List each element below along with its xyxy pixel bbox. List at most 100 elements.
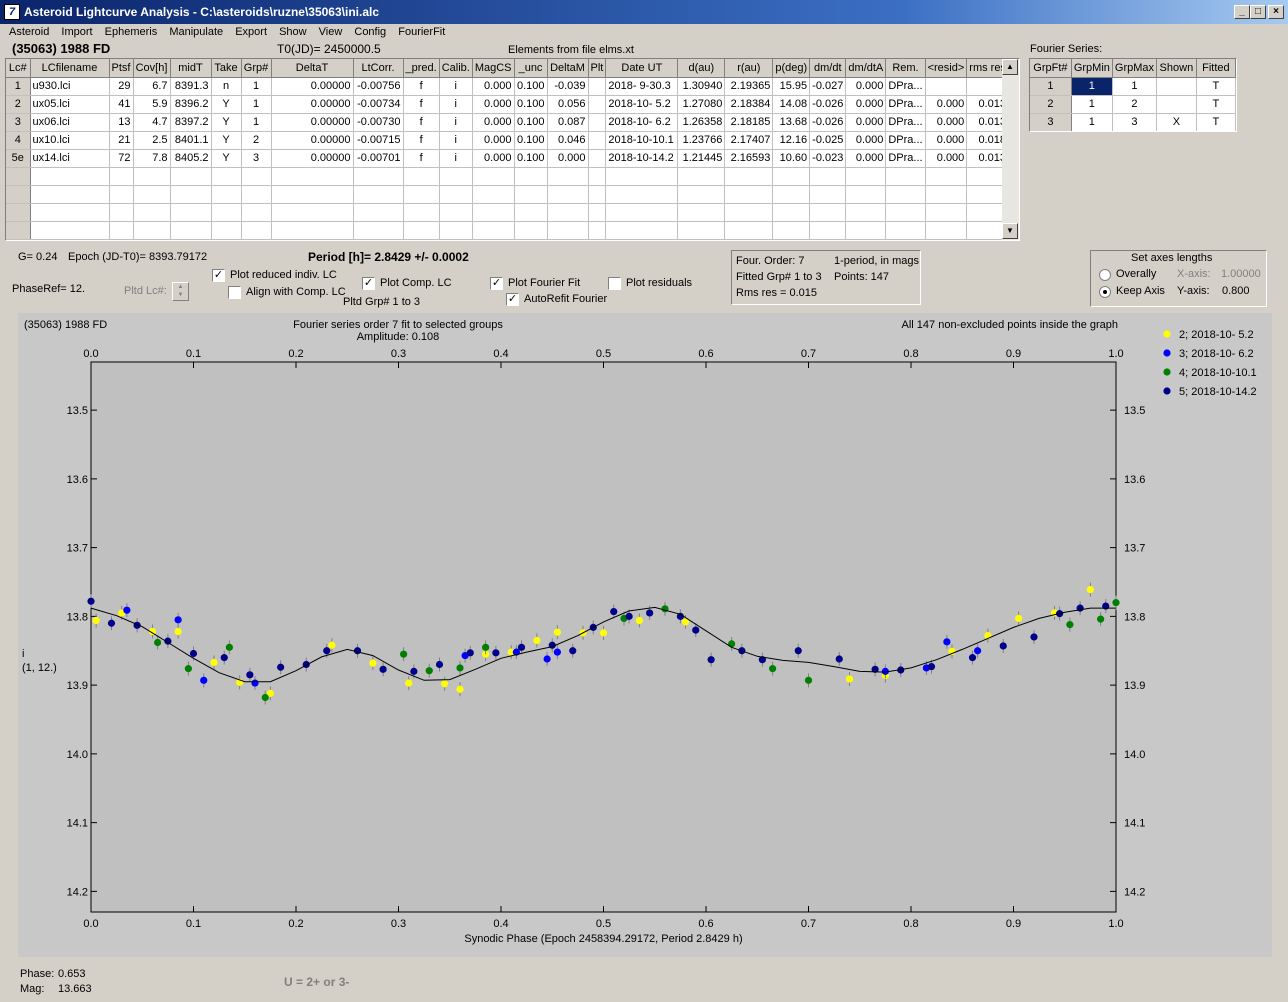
- table-cell[interactable]: -0.027: [809, 77, 847, 96]
- table-cell[interactable]: [472, 167, 515, 186]
- align-comp-checkbox[interactable]: [228, 286, 241, 299]
- table-cell[interactable]: [677, 167, 726, 186]
- table-cell[interactable]: [241, 185, 272, 204]
- menu-show[interactable]: Show: [279, 26, 307, 38]
- table-cell[interactable]: n: [211, 77, 242, 96]
- table-cell[interactable]: 1.21445: [677, 149, 726, 168]
- y-axis-value[interactable]: 0.800: [1222, 285, 1250, 297]
- table-cell[interactable]: 2.18384: [724, 95, 774, 114]
- scroll-up-button[interactable]: ▲: [1002, 59, 1018, 75]
- table-cell[interactable]: 0.000: [925, 149, 968, 168]
- table-cell[interactable]: [677, 185, 726, 204]
- table-cell[interactable]: 0.000: [472, 95, 515, 114]
- table-cell[interactable]: 0.100: [514, 95, 548, 114]
- table-row[interactable]: 4 ux10.lci 21 2.5 8401.1 Y 2 0.00000 -0.00715 f i 0…: [6, 131, 1009, 150]
- column-header[interactable]: Date UT: [605, 59, 679, 78]
- fourier-column-header[interactable]: Shown: [1156, 59, 1197, 78]
- column-header[interactable]: d(au): [677, 59, 726, 78]
- table-cell[interactable]: [809, 203, 847, 222]
- column-header[interactable]: MagCS: [472, 59, 515, 78]
- row-header[interactable]: [6, 221, 31, 240]
- table-cell[interactable]: [588, 149, 607, 168]
- table-cell[interactable]: 2.18185: [724, 113, 774, 132]
- row-header[interactable]: [6, 167, 31, 186]
- table-cell[interactable]: ux10.lci: [30, 131, 110, 150]
- row-header[interactable]: 4: [6, 131, 31, 150]
- table-cell[interactable]: [439, 203, 473, 222]
- column-header[interactable]: Rem.: [885, 59, 926, 78]
- table-cell[interactable]: i: [439, 95, 473, 114]
- table-cell[interactable]: 0.000: [472, 77, 515, 96]
- table-cell[interactable]: 0.00000: [271, 113, 354, 132]
- table-cell[interactable]: [588, 185, 607, 204]
- table-cell[interactable]: [403, 167, 440, 186]
- fourier-cell[interactable]: T: [1196, 77, 1236, 96]
- table-cell[interactable]: 1.26358: [677, 113, 726, 132]
- table-cell[interactable]: [845, 167, 887, 186]
- minimize-button[interactable]: _: [1234, 5, 1250, 19]
- table-cell[interactable]: [809, 221, 847, 240]
- table-row[interactable]: 3 ux06.lci 13 4.7 8397.2 Y 1 0.00000 -0.00730 f i 0…: [6, 113, 1009, 132]
- table-cell[interactable]: [588, 113, 607, 132]
- column-header[interactable]: DeltaM: [547, 59, 589, 78]
- table-cell[interactable]: 0.000: [845, 131, 887, 150]
- table-scrollbar[interactable]: ▲ ▼: [1002, 59, 1019, 240]
- table-cell[interactable]: [211, 167, 242, 186]
- table-cell[interactable]: 0.00000: [271, 77, 354, 96]
- table-cell[interactable]: [605, 221, 679, 240]
- table-cell[interactable]: [885, 221, 926, 240]
- table-cell[interactable]: i: [439, 77, 473, 96]
- table-cell[interactable]: 8405.2: [170, 149, 212, 168]
- table-cell[interactable]: [588, 203, 607, 222]
- table-cell[interactable]: 2: [241, 131, 272, 150]
- table-cell[interactable]: [439, 167, 473, 186]
- menu-ephemeris[interactable]: Ephemeris: [104, 26, 158, 38]
- table-cell[interactable]: 0.100: [514, 77, 548, 96]
- table-cell[interactable]: [109, 221, 134, 240]
- fourier-column-header[interactable]: GrpMin: [1071, 59, 1113, 78]
- table-cell[interactable]: [925, 185, 968, 204]
- table-cell[interactable]: Y: [211, 131, 242, 150]
- table-cell[interactable]: [439, 221, 473, 240]
- row-header[interactable]: 1: [6, 77, 31, 96]
- table-cell[interactable]: f: [403, 149, 440, 168]
- column-header[interactable]: Calib.: [439, 59, 473, 78]
- table-cell[interactable]: [605, 203, 679, 222]
- table-cell[interactable]: [271, 203, 354, 222]
- table-cell[interactable]: 8401.1: [170, 131, 212, 150]
- table-cell[interactable]: [588, 77, 607, 96]
- table-cell[interactable]: [772, 203, 811, 222]
- fourier-row-header[interactable]: 1: [1030, 77, 1072, 96]
- table-cell[interactable]: 0.000: [925, 131, 968, 150]
- table-cell[interactable]: [809, 167, 847, 186]
- table-cell[interactable]: 4.7: [133, 113, 171, 132]
- menu-fourierfit[interactable]: FourierFit: [398, 26, 446, 38]
- fourier-row-header[interactable]: 2: [1030, 95, 1072, 114]
- table-cell[interactable]: DPra...: [885, 131, 926, 150]
- table-cell[interactable]: [547, 203, 589, 222]
- fourier-column-header[interactable]: GrpFt#: [1030, 59, 1072, 78]
- table-cell[interactable]: [605, 167, 679, 186]
- table-cell[interactable]: [353, 185, 404, 204]
- table-cell[interactable]: [772, 185, 811, 204]
- table-cell[interactable]: 1.30940: [677, 77, 726, 96]
- table-cell[interactable]: Y: [211, 95, 242, 114]
- table-cell[interactable]: 7.8: [133, 149, 171, 168]
- table-row[interactable]: 2 ux05.lci 41 5.9 8396.2 Y 1 0.00000 -0.00734 f i 0…: [6, 95, 1009, 114]
- table-cell[interactable]: -0.026: [809, 95, 847, 114]
- fourier-cell[interactable]: 2: [1112, 95, 1158, 114]
- table-row[interactable]: [6, 221, 1009, 240]
- column-header[interactable]: Lc#: [6, 59, 31, 78]
- table-cell[interactable]: 15.95: [772, 77, 811, 96]
- table-row[interactable]: 1 u930.lci 29 6.7 8391.3 n 1 0.00000 -0.00756 f i 0…: [6, 77, 1009, 96]
- table-cell[interactable]: [109, 203, 134, 222]
- row-header[interactable]: [6, 185, 31, 204]
- table-cell[interactable]: -0.00701: [353, 149, 404, 168]
- fourier-column-header[interactable]: GrpMax: [1112, 59, 1158, 78]
- table-cell[interactable]: 0.00000: [271, 131, 354, 150]
- table-cell[interactable]: 1: [241, 113, 272, 132]
- table-cell[interactable]: 2018-10-10.1: [605, 131, 679, 150]
- table-cell[interactable]: 12.16: [772, 131, 811, 150]
- table-cell[interactable]: [133, 203, 171, 222]
